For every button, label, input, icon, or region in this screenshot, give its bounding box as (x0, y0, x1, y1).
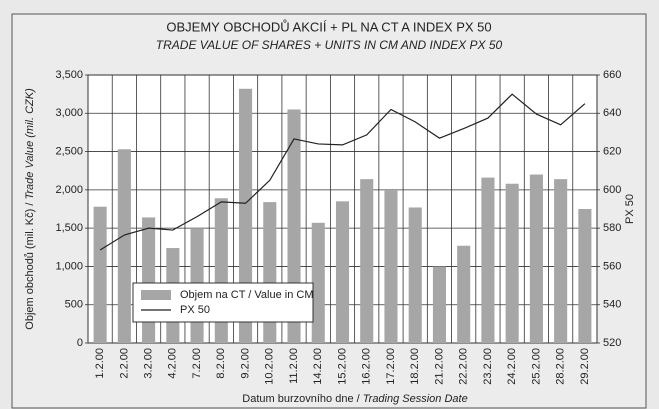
legend-label: PX 50 (180, 304, 210, 316)
x-label-cz: Datum burzovního dne / (242, 393, 362, 405)
y2-tick-label: 600 (603, 184, 621, 196)
x-tick-label: 23.2.00 (482, 348, 494, 385)
x-tick-label: 28.2.00 (555, 348, 567, 385)
x-tick-label: 17.2.00 (385, 348, 397, 385)
y-tick-label: 1,500 (55, 222, 83, 234)
bar (554, 179, 568, 343)
y2-axis-label: PX 50 (624, 194, 636, 224)
x-tick-label: 25.2.00 (530, 348, 542, 385)
y-label-cz: Objem obchodů (mil. Kč) / (24, 200, 36, 330)
x-tick-label: 4.2.00 (167, 348, 179, 379)
y-tick-label: 0 (77, 337, 83, 349)
bar (529, 174, 543, 343)
y2-tick-label: 640 (603, 107, 621, 119)
bar (239, 88, 253, 343)
bar (578, 209, 592, 343)
x-tick-label: 2.2.00 (118, 348, 130, 379)
x-tick-label: 18.2.00 (409, 348, 421, 385)
bar (432, 266, 446, 343)
line (99, 93, 586, 251)
bar (311, 222, 325, 343)
y-tick-label: 2,000 (55, 184, 83, 196)
x-tick-label: 22.2.00 (458, 348, 470, 385)
bar (335, 201, 350, 343)
legend-label: Objem na CT / Value in CM (180, 289, 313, 301)
y-label-en: Trade Value (mil. CZK) (24, 88, 36, 200)
bar (457, 245, 471, 343)
chart-title: OBJEMY OBCHODŮ AKCIÍ + PL NA CT A INDEX … (166, 19, 491, 34)
x-tick-label: 9.2.00 (239, 348, 251, 379)
y2-tick-label: 580 (603, 222, 621, 234)
y-tick-label: 500 (65, 299, 83, 311)
y2-tick-label: 520 (603, 337, 621, 349)
x-tick-label: 15.2.00 (336, 348, 348, 385)
x-tick-label: 11.2.00 (288, 348, 300, 384)
legend-swatch (141, 290, 171, 300)
bar (481, 177, 495, 343)
y-tick-label: 3,500 (55, 69, 83, 81)
x-tick-label: 14.2.00 (312, 348, 324, 385)
x-axis-label: Datum burzovního dne / Trading Session D… (242, 393, 467, 405)
x-tick-label: 3.2.00 (143, 348, 155, 379)
bar (117, 149, 131, 343)
x-tick-label: 10.2.00 (264, 348, 276, 385)
legend-box (132, 282, 314, 323)
bar (408, 207, 422, 343)
bar (142, 217, 156, 343)
x-tick-label: 29.2.00 (579, 348, 591, 385)
chart-subtitle: TRADE VALUE OF SHARES + UNITS IN CM AND … (156, 38, 503, 52)
bar (360, 179, 374, 343)
x-tick-label: 24.2.00 (506, 348, 518, 385)
bar (93, 206, 107, 343)
y-axis-label: Objem obchodů (mil. Kč) / Trade Value (m… (24, 88, 36, 330)
x-tick-label: 7.2.00 (191, 348, 203, 379)
x-tick-label: 8.2.00 (215, 348, 227, 379)
y2-tick-label: 620 (603, 145, 621, 157)
x-label-en: Trading Session Date (363, 393, 468, 405)
y-tick-label: 1,000 (55, 260, 83, 272)
y-tick-label: 2,500 (55, 145, 83, 157)
y2-tick-label: 660 (603, 69, 621, 81)
y2-tick-label: 540 (603, 299, 621, 311)
x-tick-label: 1.2.00 (94, 348, 106, 379)
x-tick-label: 16.2.00 (361, 348, 373, 385)
x-tick-label: 21.2.00 (433, 348, 445, 385)
bar (384, 190, 398, 343)
y-tick-label: 3,000 (55, 107, 83, 119)
y2-tick-label: 560 (603, 260, 621, 272)
bar (505, 183, 519, 343)
